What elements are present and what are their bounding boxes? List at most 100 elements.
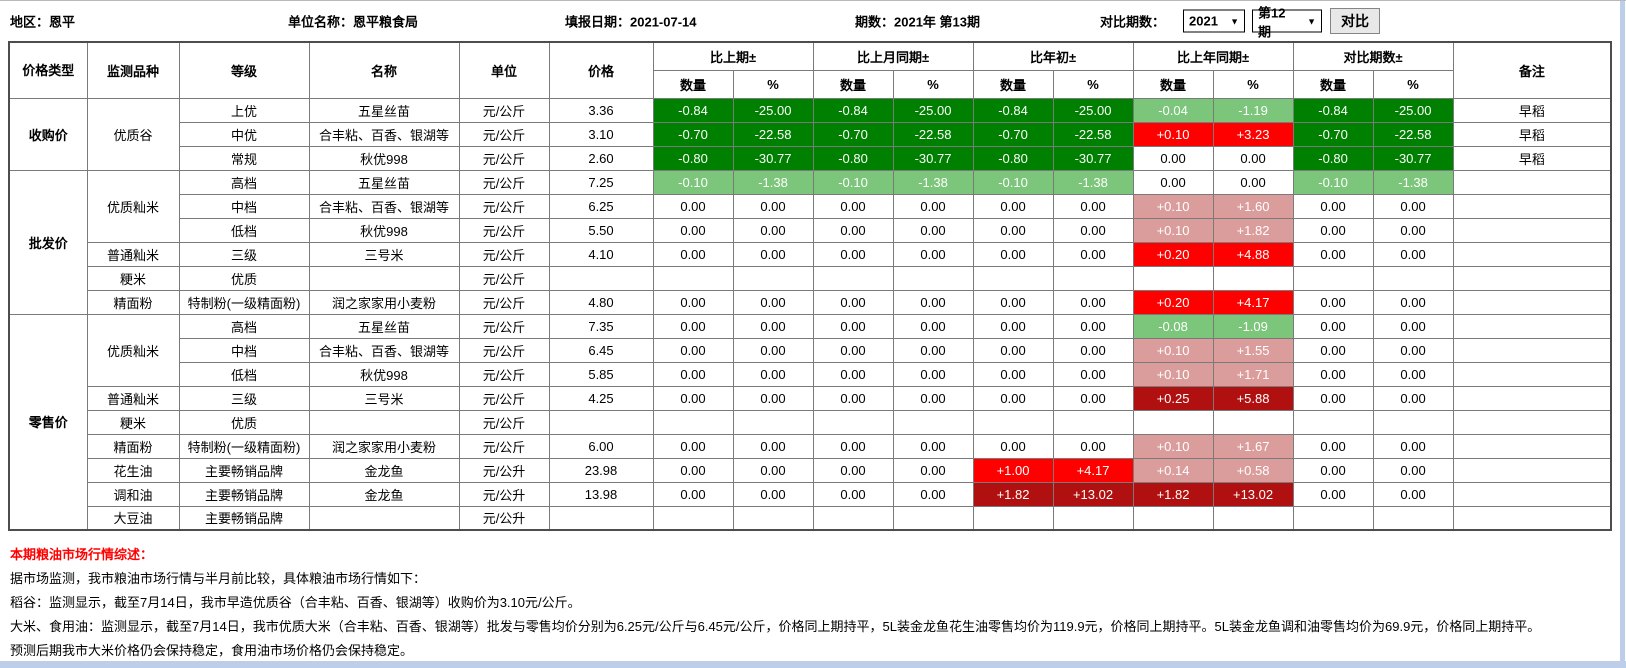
unit-cell: 元/公斤 (458, 145, 550, 171)
change-cell: 0.00 (1372, 385, 1454, 411)
species-cell: 普通籼米 (86, 385, 180, 411)
header-unit: 单位 (458, 41, 550, 99)
horizontal-scrollbar[interactable] (0, 661, 1626, 668)
change-cell: 0.00 (652, 385, 734, 411)
change-cell: +13.02 (1052, 481, 1134, 507)
compare-button[interactable]: 对比 (1330, 8, 1380, 34)
name-cell: 润之家家用小麦粉 (308, 289, 460, 315)
subheader-amount: 数量 (972, 69, 1054, 99)
change-cell: +0.20 (1132, 289, 1214, 315)
change-cell: 0.00 (972, 289, 1054, 315)
species-cell: 调和油 (86, 481, 180, 507)
summary-line: 稻谷：监测显示，截至7月14日，我市早造优质谷（合丰粘、百香、银湖等）收购价为3… (10, 595, 581, 610)
unit-cell: 元/公斤 (458, 169, 550, 195)
name-cell: 秋优998 (308, 217, 460, 243)
change-cell: -0.84 (812, 97, 894, 123)
grade-cell: 上优 (178, 97, 310, 123)
change-cell: -30.77 (1052, 145, 1134, 171)
change-cell: +1.60 (1212, 193, 1294, 219)
change-cell (972, 505, 1054, 531)
change-cell: -22.58 (1052, 121, 1134, 147)
change-cell (652, 265, 734, 291)
unit-cell: 元/公升 (458, 481, 550, 507)
change-cell: 0.00 (1292, 193, 1374, 219)
change-cell: 0.00 (732, 241, 814, 267)
compare-year-select[interactable]: 2021 ▼ (1183, 9, 1245, 33)
change-cell: -0.70 (972, 121, 1054, 147)
change-cell: 0.00 (1052, 193, 1134, 219)
change-cell: -0.70 (652, 121, 734, 147)
table-row: 低档 秋优998 元/公斤 5.50 0.00 0.00 0.00 0.00 0.00 0.00 +… (9, 217, 1612, 243)
change-cell: +0.10 (1132, 193, 1214, 219)
change-cell: 0.00 (1132, 145, 1214, 171)
change-cell: +3.23 (1212, 121, 1294, 147)
change-cell: 0.00 (1372, 361, 1454, 387)
change-cell: 0.00 (1132, 169, 1214, 195)
price-cell: 6.45 (548, 337, 654, 363)
report-date-label: 填报日期：2021-07-14 (565, 14, 697, 30)
change-cell: -25.00 (892, 97, 974, 123)
change-cell: 0.00 (1052, 217, 1134, 243)
category-cell: 批发价 (8, 169, 88, 315)
name-cell: 五星丝苗 (308, 169, 460, 195)
change-cell (812, 409, 894, 435)
change-cell: -22.58 (1372, 121, 1454, 147)
change-cell: +13.02 (1212, 481, 1294, 507)
change-cell (892, 409, 974, 435)
unit-cell: 元/公斤 (458, 313, 550, 339)
change-cell: -0.84 (972, 97, 1054, 123)
header-vs-year-start: 比年初± (972, 41, 1134, 71)
subheader-percent: % (1372, 69, 1454, 99)
change-cell: 0.00 (1052, 337, 1134, 363)
name-cell: 秋优998 (308, 361, 460, 387)
change-cell: -0.04 (1132, 97, 1214, 123)
change-cell: 0.00 (1372, 457, 1454, 483)
table-row: 精面粉 特制粉(一级精面粉) 润之家家用小麦粉 元/公斤 6.00 0.00 0.00 0.0… (9, 433, 1612, 459)
unit-cell: 元/公斤 (458, 217, 550, 243)
chevron-down-icon: ▼ (1307, 16, 1316, 26)
change-cell: +0.58 (1212, 457, 1294, 483)
species-cell: 粳米 (86, 409, 180, 435)
header-vs-compare-period: 对比期数± (1292, 41, 1454, 71)
grade-cell: 高档 (178, 313, 310, 339)
remark-cell (1452, 505, 1612, 531)
change-cell: +0.10 (1132, 433, 1214, 459)
subheader-amount: 数量 (652, 69, 734, 99)
change-cell: 0.00 (732, 457, 814, 483)
change-cell (732, 409, 814, 435)
price-cell: 2.60 (548, 145, 654, 171)
change-cell (812, 505, 894, 531)
table-row: 调和油 主要畅销品牌 金龙鱼 元/公升 13.98 0.00 0.00 0.00 0.00 +1.… (9, 481, 1612, 507)
change-cell: 0.00 (892, 193, 974, 219)
grade-cell: 中优 (178, 121, 310, 147)
change-cell: 0.00 (892, 217, 974, 243)
change-cell (892, 265, 974, 291)
price-cell: 4.25 (548, 385, 654, 411)
change-cell: 0.00 (972, 193, 1054, 219)
name-cell: 金龙鱼 (308, 457, 460, 483)
remark-cell (1452, 217, 1612, 243)
change-cell: 0.00 (1292, 481, 1374, 507)
change-cell: -1.19 (1212, 97, 1294, 123)
change-cell: 0.00 (1052, 289, 1134, 315)
name-cell: 润之家家用小麦粉 (308, 433, 460, 459)
change-cell: -0.10 (1292, 169, 1374, 195)
change-cell: 0.00 (732, 217, 814, 243)
grade-cell: 三级 (178, 241, 310, 267)
compare-issue-select[interactable]: 第12期 ▼ (1252, 5, 1322, 39)
change-cell: 0.00 (732, 433, 814, 459)
change-cell: +1.55 (1212, 337, 1294, 363)
vertical-scrollbar[interactable] (1620, 1, 1625, 668)
change-cell: 0.00 (652, 217, 734, 243)
change-cell: 0.00 (812, 241, 894, 267)
price-cell: 7.35 (548, 313, 654, 339)
price-cell (548, 409, 654, 435)
table-row: 中档 合丰粘、百香、银湖等 元/公斤 6.25 0.00 0.00 0.00 0.00 0.00… (9, 193, 1612, 219)
unit-cell: 元/公斤 (458, 193, 550, 219)
change-cell: 0.00 (732, 385, 814, 411)
change-cell: 0.00 (1212, 169, 1294, 195)
grade-cell: 中档 (178, 193, 310, 219)
change-cell: 0.00 (812, 457, 894, 483)
price-table-body: 收购价 优质谷 上优 五星丝苗 元/公斤 3.36 -0.84 -25.00 -0.84 -25.… (8, 97, 1612, 531)
change-cell: 0.00 (652, 337, 734, 363)
